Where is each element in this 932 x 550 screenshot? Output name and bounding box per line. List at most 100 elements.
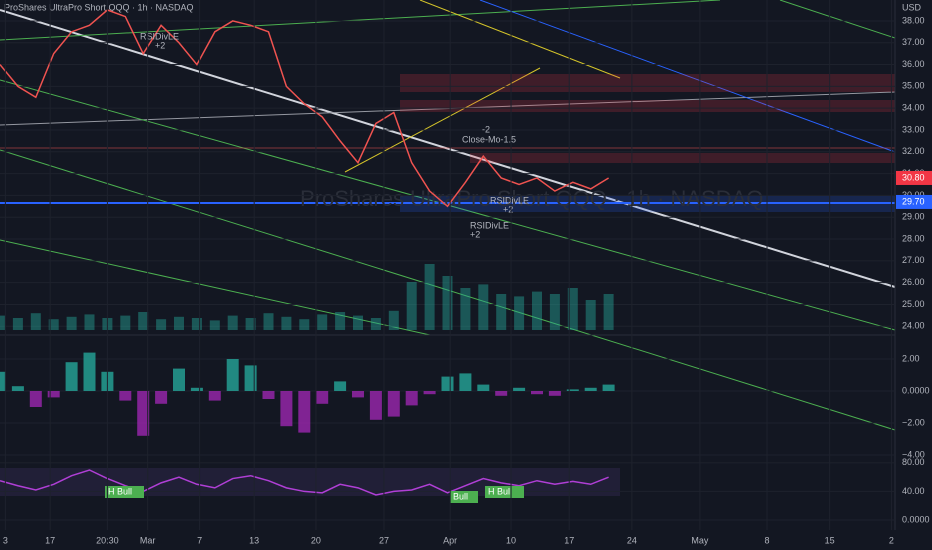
histogram-bar: [495, 391, 508, 396]
y-axis-label: USD: [902, 2, 922, 12]
histogram-bar: [298, 391, 311, 433]
price-line: [0, 9, 609, 208]
histogram-bar: [369, 391, 382, 420]
annotation: RSIDivLE: [470, 220, 509, 230]
channel-line: [479, 0, 896, 153]
x-tick-label: Mar: [140, 535, 156, 545]
histogram-bar: [119, 391, 132, 401]
chart-title: ProShares UltraPro Short QQQ · 1h · NASD…: [4, 2, 194, 12]
annotation: +2: [503, 204, 513, 214]
annotation: +2: [470, 229, 480, 239]
x-tick-label: 17: [45, 535, 55, 545]
annotation: RSIDivLE: [490, 195, 529, 205]
annotation: +2: [155, 40, 165, 50]
x-tick-label: 20:30: [96, 535, 119, 545]
histogram-bar: [226, 359, 239, 391]
volume-bar: [353, 315, 363, 330]
y-tick-label: 0.0000: [902, 514, 930, 524]
volume-bar: [442, 276, 453, 330]
x-tick-label: 20: [311, 535, 321, 545]
y-tick-label: 35.00: [902, 81, 925, 91]
histogram-bar: [531, 391, 543, 395]
channel-line: [0, 239, 431, 336]
zone: [400, 196, 895, 212]
annotation: H Bull: [108, 486, 132, 496]
volume-bar: [370, 318, 381, 330]
volume-bar: [227, 315, 238, 330]
histogram-bar: [65, 362, 78, 391]
x-tick-label: 7: [197, 535, 202, 545]
x-tick-label: 13: [249, 535, 259, 545]
channel-line: [0, 149, 896, 431]
volume-bar: [191, 318, 202, 330]
histogram-bar: [584, 387, 597, 391]
x-tick-label: 17: [564, 535, 574, 545]
histogram-bar: [423, 391, 436, 395]
histogram-bar: [190, 387, 203, 391]
volume-bar: [174, 316, 184, 330]
price-marker-label: 29.70: [902, 196, 925, 206]
volume-bar: [299, 319, 310, 330]
histogram-bar: [334, 381, 347, 391]
y-tick-label: 25.00: [902, 299, 925, 309]
volume-bar: [84, 314, 95, 330]
histogram-bar: [173, 368, 185, 391]
volume-bar: [424, 264, 435, 330]
annotation: H Bull: [488, 486, 512, 496]
channel-line: [0, 0, 721, 41]
volume-bar: [335, 312, 346, 330]
volume-bar: [0, 315, 5, 330]
histogram-bar: [405, 391, 418, 406]
y-tick-label: 33.00: [902, 124, 925, 134]
y-tick-label: 80.00: [902, 457, 925, 467]
annotation: Close-Mo-1.5: [462, 134, 516, 144]
volume-bar: [496, 294, 507, 330]
zone: [400, 74, 895, 92]
y-tick-label: 30.00: [902, 190, 925, 200]
x-tick-label: 27: [379, 535, 389, 545]
histogram-bar: [459, 373, 472, 391]
y-tick-label: 36.00: [902, 59, 925, 69]
volume-bar: [120, 315, 131, 330]
histogram-bar: [352, 391, 364, 398]
histogram-bar: [387, 391, 400, 417]
histogram-bar: [11, 386, 24, 391]
histogram-bar: [208, 391, 221, 401]
zone: [400, 100, 895, 112]
histogram-bar: [47, 391, 60, 398]
histogram-bar: [244, 365, 257, 391]
volume-bar: [263, 313, 274, 330]
volume-bar: [66, 316, 77, 330]
x-tick-label: 2: [889, 535, 894, 545]
volume-bar: [12, 318, 23, 330]
trend-line: [0, 9, 896, 288]
y-tick-label: 34.00: [902, 103, 925, 113]
arrow-line: [344, 67, 541, 173]
y-tick-label: 29.00: [902, 212, 925, 222]
annotation-badge: [450, 491, 478, 503]
volume-bar: [245, 318, 256, 330]
volume-bar: [567, 288, 578, 330]
x-tick-label: May: [691, 535, 709, 545]
volume-bar: [317, 314, 328, 330]
y-tick-label: 32.00: [902, 146, 925, 156]
histogram-bar: [602, 384, 615, 391]
histogram-bar: [566, 389, 579, 391]
y-tick-label: 37.00: [902, 37, 925, 47]
annotation: Bull: [453, 491, 468, 501]
histogram-bar: [0, 371, 6, 391]
y-tick-label: 2.00: [902, 353, 920, 363]
volume-bar: [478, 284, 489, 330]
x-tick-label: 24: [627, 535, 637, 545]
volume-bar: [156, 319, 167, 330]
histogram-bar: [83, 352, 96, 391]
annotation-badge: [105, 486, 144, 498]
annotation-badge: [485, 486, 524, 498]
volume-bar: [388, 310, 399, 330]
y-tick-label: 38.00: [902, 15, 925, 25]
volume-bar: [281, 316, 292, 330]
zone: [470, 153, 895, 163]
histogram-bar: [137, 391, 150, 436]
x-tick-label: 15: [825, 535, 835, 545]
